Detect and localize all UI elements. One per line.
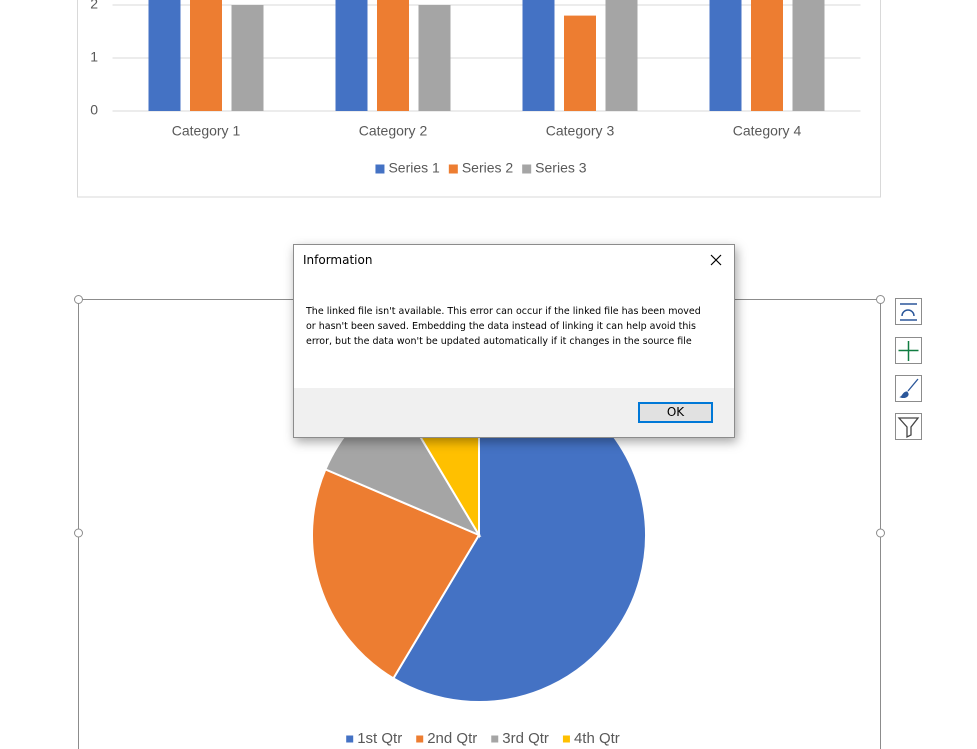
bar [231,5,264,111]
legend-label: 1st Qtr [357,730,402,747]
bar [792,0,825,111]
dialog-message: The linked file isn't available. This er… [306,304,701,349]
bar [190,0,222,111]
legend: 1st Qtr 2nd Qtr 3rd Qtr 4th Qtr [346,730,620,747]
close-button[interactable] [705,250,727,270]
message-line: or hasn't been saved. Embedding the data… [306,321,696,332]
chart-filters-button[interactable] [895,413,922,440]
legend: Series 1 Series 2 Series 3 [375,160,587,176]
handle[interactable] [74,528,83,538]
chart-elements-button[interactable] [895,298,922,325]
legend-label: 2nd Qtr [427,730,477,747]
y-tick-label: 2 [90,0,98,12]
selection-handles [74,295,885,538]
message-line: The linked file isn't available. This er… [306,306,701,317]
chart-styles-add-button[interactable] [895,337,922,364]
bar [751,0,783,111]
legend-swatch [448,164,458,174]
x-tick-label: Category 3 [546,123,615,139]
message-line: error, but the data won't be updated aut… [306,336,692,347]
bar [605,0,638,111]
legend-swatch [416,735,424,743]
bar [522,0,555,111]
legend-label: Series 1 [388,160,440,176]
bar [418,5,451,111]
bar-chart-frame [77,0,881,198]
legend-label: Series 2 [462,160,514,176]
x-tick-label: Category 1 [172,123,241,139]
legend-swatch [522,164,532,174]
handle[interactable] [876,295,885,304]
ok-button[interactable]: OK [638,402,713,423]
chart-styles-button[interactable] [895,375,922,402]
x-tick-label: Category 2 [359,123,428,139]
legend-label: 3rd Qtr [502,730,549,747]
legend-swatch [346,735,354,743]
dialog-footer: OK [294,388,734,437]
handle[interactable] [74,295,83,304]
bar [709,0,742,111]
chart-side-buttons [895,298,922,440]
information-dialog: Information The linked file isn't availa… [293,244,735,438]
y-tick-label: 0 [90,102,98,118]
legend-label: Series 3 [535,160,587,176]
y-tick-label: 1 [90,49,98,65]
bar [377,0,409,111]
handle[interactable] [876,528,885,538]
bar [335,0,368,111]
pie-slice [311,468,481,680]
dialog-title: Information [303,253,373,267]
bar [564,15,596,112]
legend-swatch [491,735,499,743]
x-tick-label: Category 4 [733,123,802,139]
legend-swatch [562,735,570,743]
bar [148,0,181,111]
legend-label: 4th Qtr [574,730,620,747]
legend-swatch [375,164,385,174]
